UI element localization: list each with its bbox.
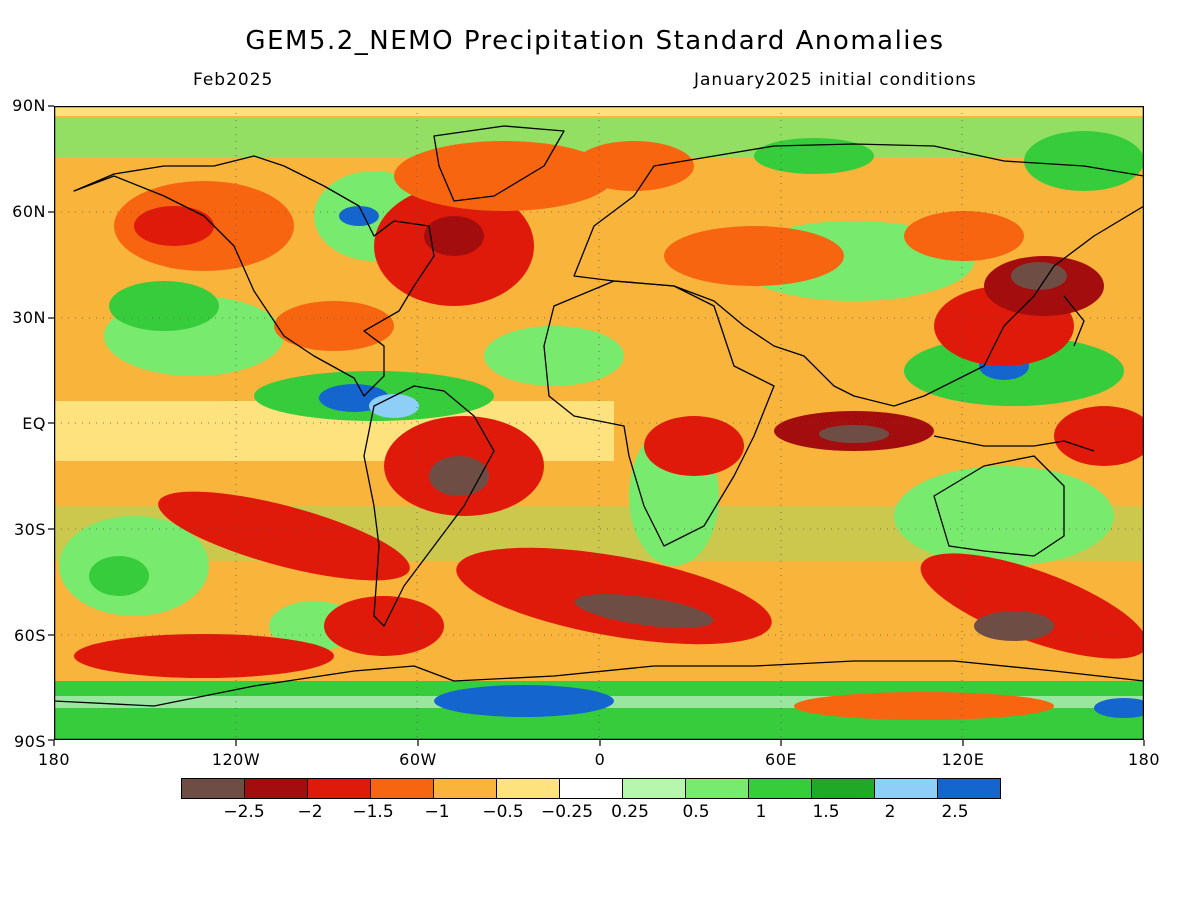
legend-swatch: [433, 778, 497, 799]
legend-label: 1: [755, 802, 767, 822]
lon-label-0: 0: [594, 750, 606, 769]
coastline-south-america: [363, 385, 495, 627]
anomaly-blob: [89, 556, 149, 596]
legend-label: −2.5: [223, 802, 265, 822]
anomaly-blob: [394, 141, 614, 211]
legend-swatch: [622, 778, 686, 799]
lat-label-90n: 90N: [12, 96, 46, 115]
lat-label-90s: 90S: [13, 732, 46, 751]
legend-label: −0.25: [540, 802, 594, 822]
anomaly-blob: [74, 634, 334, 678]
legend-label: 0.25: [611, 802, 649, 822]
legend-swatch: [181, 778, 245, 799]
legend-label: −2: [297, 802, 323, 822]
legend-swatch: [748, 778, 812, 799]
legend-swatch: [307, 778, 371, 799]
anomaly-blob: [574, 141, 694, 191]
graticule: [54, 106, 1144, 740]
legend-label: −1: [424, 802, 450, 822]
coastline-greenland: [433, 125, 565, 202]
legend-swatch: [874, 778, 938, 799]
lat-label-30s: 30S: [13, 520, 46, 539]
anomaly-blob: [109, 281, 219, 331]
anomaly-blob: [904, 211, 1024, 261]
anomaly-blob: [424, 216, 484, 256]
anomaly-blob: [369, 394, 419, 418]
anomaly-blob: [1024, 131, 1144, 191]
map-frame: [54, 106, 1144, 740]
coastline-africa: [543, 280, 775, 547]
chart-title: GEM5.2_NEMO Precipitation Standard Anoma…: [245, 26, 945, 56]
anomaly-blob: [434, 685, 614, 717]
anomaly-blob: [158, 491, 410, 581]
lon-label-120w: 120W: [211, 750, 261, 769]
anomaly-map: [54, 106, 1144, 740]
legend-swatch: [496, 778, 560, 799]
legend-label: 0.5: [682, 802, 710, 822]
legend-label: 1.5: [812, 802, 840, 822]
lon-label-120e: 120E: [941, 750, 985, 769]
anomaly-blob: [794, 692, 1054, 720]
legend-label: −1.5: [352, 802, 394, 822]
lat-label-eq: EQ: [22, 414, 46, 433]
anomaly-blob: [574, 594, 714, 628]
legend-swatch: [244, 778, 308, 799]
anomaly-blob: [664, 226, 844, 286]
band-arctic-edge: [54, 106, 1144, 116]
legend-swatch: [811, 778, 875, 799]
anomaly-blob: [644, 416, 744, 476]
anomaly-blob: [339, 206, 379, 226]
lon-label-180e: 180: [1127, 750, 1161, 769]
legend-swatch: [559, 778, 623, 799]
coastline-australia: [933, 455, 1065, 557]
legend-swatch: [685, 778, 749, 799]
legend-swatch: [937, 778, 1001, 799]
anomaly-blob: [429, 456, 489, 496]
coastline-eurasia: [573, 143, 1144, 407]
anomaly-blob: [974, 611, 1054, 641]
anomaly-blob: [819, 425, 889, 443]
lon-label-60w: 60W: [399, 750, 437, 769]
anomaly-blob: [274, 301, 394, 351]
anomaly-blob: [484, 326, 624, 386]
init-conditions-label: January2025 initial conditions: [694, 70, 977, 90]
legend-label: 2: [884, 802, 896, 822]
lon-label-180w: 180: [37, 750, 71, 769]
anomaly-blob: [920, 553, 1144, 659]
legend-label: −0.5: [482, 802, 524, 822]
anomaly-blob: [894, 466, 1114, 566]
anomaly-blob: [754, 138, 874, 174]
valid-month-label: Feb2025: [193, 70, 274, 90]
coastline-indonesia: [933, 435, 1095, 452]
coastline-japan: [1063, 295, 1085, 347]
lat-label-60n: 60N: [12, 202, 46, 221]
coastline-antarctica: [54, 660, 1144, 707]
legend-label: 2.5: [941, 802, 969, 822]
lat-label-60s: 60S: [13, 626, 46, 645]
anomaly-blob: [1094, 698, 1144, 718]
coastlines: [54, 125, 1144, 707]
lon-label-60e: 60E: [765, 750, 797, 769]
anomaly-blob: [1011, 262, 1067, 290]
legend-colorbar: [181, 778, 1001, 799]
anomaly-blob: [134, 206, 214, 246]
anomaly-blob: [1054, 406, 1144, 466]
lat-label-30n: 30N: [12, 308, 46, 327]
coastline-north-america: [73, 155, 435, 397]
legend-swatch: [370, 778, 434, 799]
